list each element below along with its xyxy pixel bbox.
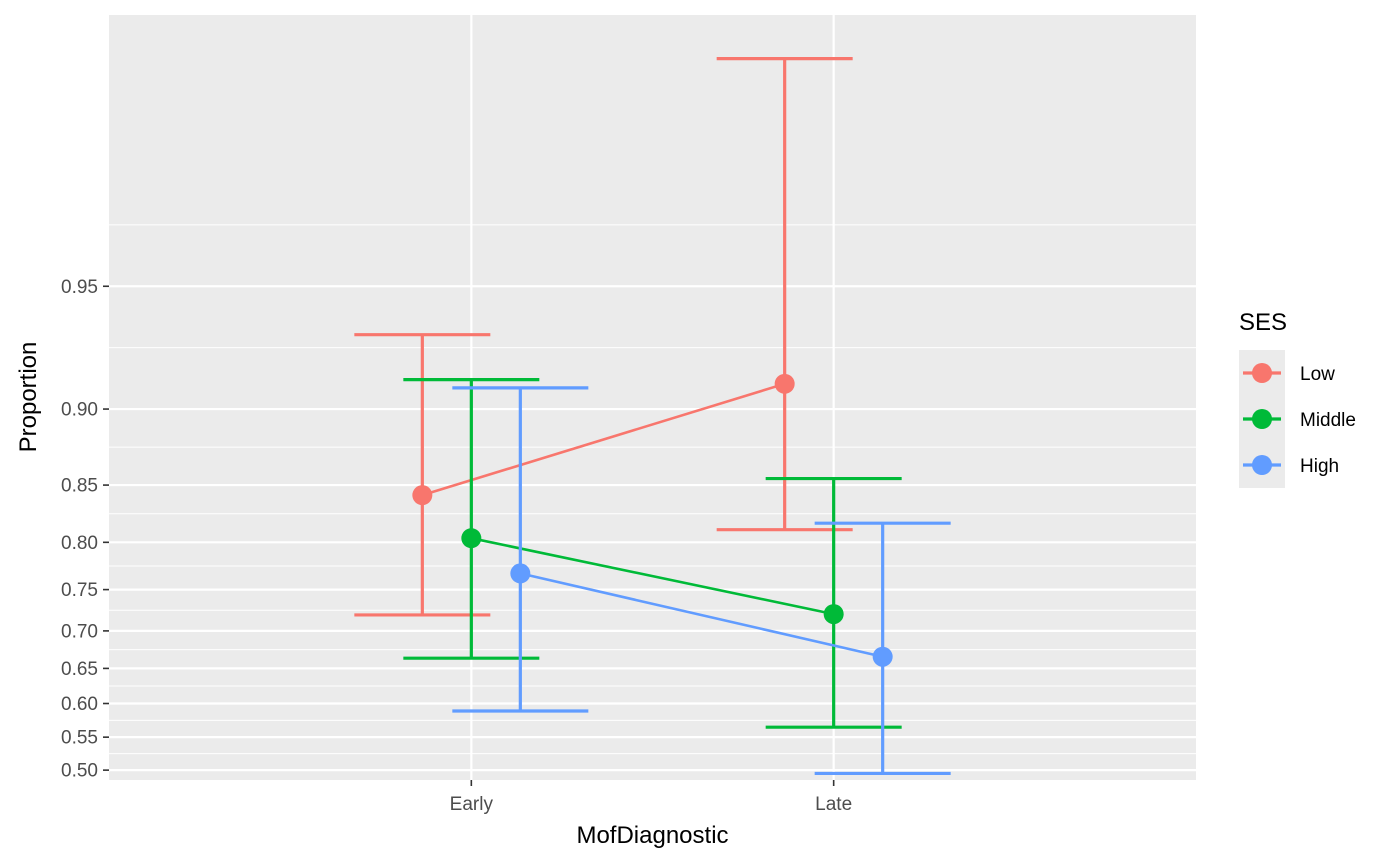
legend-label: Middle <box>1300 410 1356 431</box>
series-high <box>452 386 951 776</box>
x-tick-label: Late <box>815 794 852 815</box>
axes: 0.50 0.55 0.60 0.65 0.70 0.75 0.80 0.85 0.90 0.95… <box>61 277 852 815</box>
y-tick-label: 0.70 <box>61 621 98 642</box>
y-tick-label: 0.85 <box>61 476 98 497</box>
plot-panel <box>109 15 1196 780</box>
legend-item-middle: Middle <box>1239 396 1356 442</box>
legend-title: SES <box>1239 309 1287 336</box>
y-tick-label: 0.50 <box>61 761 98 782</box>
data-point <box>461 528 482 549</box>
y-tick-label: 0.90 <box>61 400 98 421</box>
data-point <box>774 373 795 394</box>
series-line <box>520 572 883 658</box>
legend-key-point <box>1252 455 1272 475</box>
series-low <box>354 57 853 617</box>
y-tick-label: 0.75 <box>61 580 98 601</box>
data-point <box>412 485 433 506</box>
series-middle <box>403 378 902 729</box>
y-axis-title: Proportion <box>15 342 42 453</box>
data-marks <box>354 57 951 776</box>
y-tick-label: 0.65 <box>61 659 98 680</box>
series-line <box>421 382 786 497</box>
legend-key-point <box>1252 409 1272 429</box>
data-point <box>872 646 893 667</box>
x-tick-label: Early <box>450 794 494 815</box>
y-tick-label: 0.55 <box>61 728 98 749</box>
legend-label: High <box>1300 456 1339 477</box>
series-line <box>471 536 834 616</box>
legend-item-low: Low <box>1239 350 1335 396</box>
data-point <box>823 604 844 625</box>
data-point <box>510 563 531 584</box>
y-tick-label: 0.80 <box>61 533 98 554</box>
y-tick-label: 0.95 <box>61 277 98 298</box>
legend: SES Low Middle High <box>1239 309 1356 488</box>
legend-label: Low <box>1300 364 1335 385</box>
y-tick-label: 0.60 <box>61 694 98 715</box>
legend-key-point <box>1252 363 1272 383</box>
x-axis-title: MofDiagnostic <box>576 822 728 849</box>
legend-item-high: High <box>1239 442 1339 488</box>
